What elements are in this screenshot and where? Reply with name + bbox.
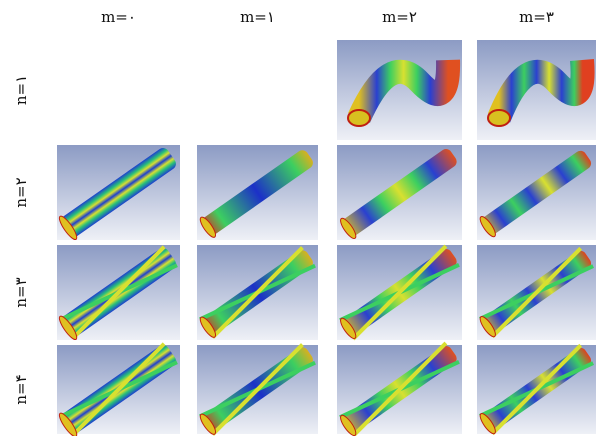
row-label: n=۴	[12, 374, 30, 404]
tube-end	[487, 109, 511, 127]
mode-image	[57, 342, 180, 436]
mode-image	[57, 145, 180, 241]
tube-end	[199, 216, 217, 238]
tube-end	[340, 414, 357, 436]
tube-end	[479, 316, 496, 338]
mode-image	[197, 343, 318, 436]
curved-tube	[487, 59, 595, 123]
fin	[351, 244, 448, 341]
tube-end	[340, 217, 357, 240]
mode-image	[337, 145, 462, 240]
tube	[199, 246, 316, 339]
mode-image	[477, 145, 596, 240]
tube-end	[347, 109, 371, 127]
column-label: m=۲	[382, 8, 417, 26]
row-label: n=۳	[12, 277, 30, 307]
fin	[351, 341, 448, 436]
tube	[339, 244, 460, 341]
tube-end	[479, 413, 496, 435]
column-label: m=۰	[101, 8, 136, 26]
row-label: n=۱	[12, 75, 30, 105]
row-label: n=۲	[12, 177, 30, 207]
mode-image	[337, 244, 462, 341]
mode-shapes	[57, 40, 596, 436]
tube	[199, 150, 313, 238]
mode-image	[477, 40, 596, 140]
tube	[58, 342, 178, 436]
mode-image	[477, 343, 596, 436]
tube-body	[481, 150, 592, 235]
tube	[199, 343, 316, 436]
mode-image	[337, 40, 462, 140]
tube-end	[199, 316, 217, 338]
curved-tube	[348, 59, 461, 124]
column-label: m=۱	[240, 8, 275, 26]
labels: m=۰ m=۱ m=۲ m=۳ n=۱ n=۲ n=۳ n=۴	[12, 8, 554, 405]
tube	[340, 149, 457, 240]
tube-end	[58, 315, 78, 341]
mode-image	[477, 245, 596, 340]
mode-image	[57, 245, 180, 341]
tube	[58, 245, 178, 341]
tube-end	[479, 216, 496, 238]
mode-image	[197, 245, 318, 340]
fin	[71, 342, 166, 436]
fin	[71, 245, 166, 340]
tube-body	[61, 147, 176, 238]
tube-body	[342, 149, 457, 236]
fin	[211, 246, 304, 339]
fin	[490, 343, 583, 436]
tube-end	[199, 413, 217, 435]
tube-body	[202, 150, 313, 235]
fin	[490, 246, 583, 339]
tube-end	[58, 215, 78, 241]
tube-end	[58, 412, 78, 436]
tube	[479, 246, 594, 339]
tube	[339, 341, 460, 436]
tube	[58, 147, 176, 241]
mode-image	[197, 145, 318, 240]
mode-image	[337, 341, 462, 436]
tube	[479, 343, 594, 436]
fin	[211, 343, 304, 436]
tube-end	[340, 317, 357, 340]
column-label: m=۳	[519, 8, 554, 26]
tube	[479, 150, 592, 238]
